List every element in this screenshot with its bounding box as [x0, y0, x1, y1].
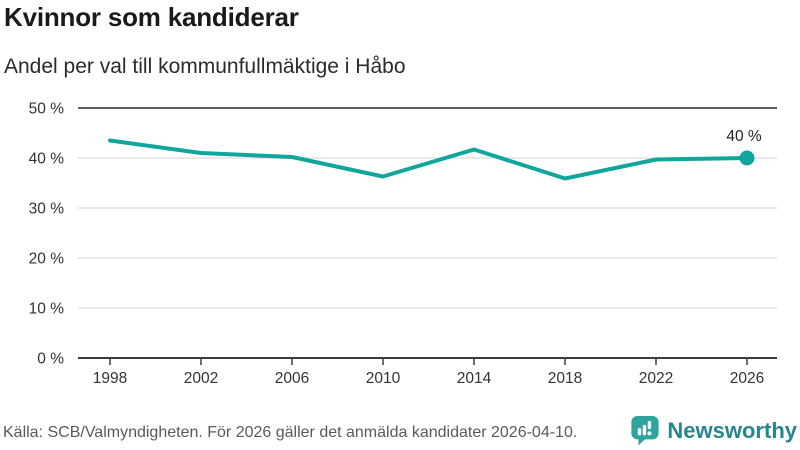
y-axis-label: 20 % — [29, 251, 65, 268]
x-axis-label: 2010 — [366, 370, 401, 387]
y-axis-label: 10 % — [29, 301, 65, 318]
brand-name: Newsworthy — [667, 417, 797, 443]
source-note: Källa: SCB/Valmyndigheten. För 2026 gäll… — [3, 424, 578, 441]
newsworthy-logo-icon — [631, 415, 659, 446]
x-axis-label: 2022 — [639, 370, 673, 387]
x-axis-label: 1998 — [93, 370, 127, 387]
x-axis-label: 2026 — [730, 370, 764, 387]
x-axis-label: 2018 — [548, 370, 582, 387]
y-axis-label: 30 % — [29, 201, 65, 218]
x-axis-label: 2002 — [184, 370, 218, 387]
y-axis-label: 50 % — [29, 101, 65, 118]
page-subtitle: Andel per val till kommunfullmäktige i H… — [4, 55, 406, 78]
x-axis-label: 2006 — [275, 370, 309, 387]
data-point-marker — [739, 150, 755, 166]
line-chart: 0 % 10 % 20 % 30 % 40 % 50 % 1998 2002 2006 2010 2… — [29, 101, 777, 387]
data-line — [108, 138, 749, 181]
y-axis-label: 0 % — [37, 351, 64, 368]
y-axis-label: 40 % — [29, 151, 65, 168]
end-value-label: 40 % — [726, 128, 762, 145]
brand-lockup: Newsworthy — [630, 415, 797, 446]
page-title: Kvinnor som kandiderar — [4, 2, 299, 32]
x-axis-label: 2014 — [457, 370, 492, 387]
